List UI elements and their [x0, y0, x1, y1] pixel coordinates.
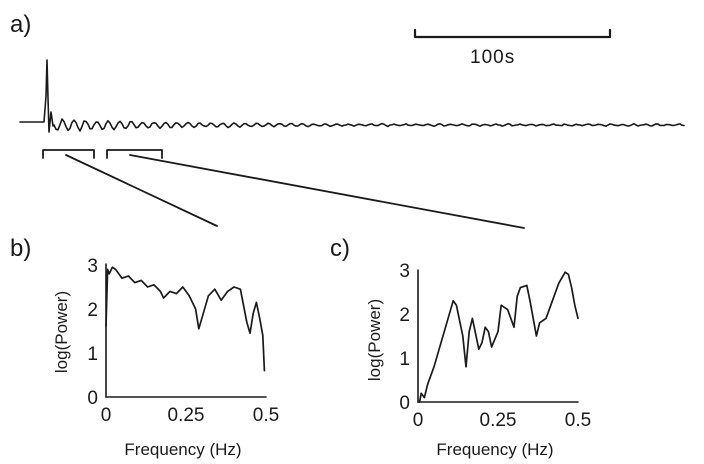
c-ytick-label: 2: [399, 305, 410, 326]
zoom-line-c: [129, 154, 525, 229]
time-scale-bar: [413, 28, 612, 39]
signal-trace: [19, 59, 685, 133]
c-xtick-label: 0.25: [480, 410, 517, 431]
b-ytick-label: 2: [87, 300, 98, 321]
segment-bracket-2: [106, 149, 163, 159]
segment-bracket-1: [42, 149, 95, 159]
b-xtick-label: 0.25: [168, 405, 205, 426]
zoom-line-b: [65, 154, 218, 227]
b-ytick-label: 3: [87, 256, 98, 277]
panel-b-label: b): [10, 235, 31, 262]
b-xtick-label: 0: [101, 405, 112, 426]
c-ytick-label: 3: [399, 261, 410, 282]
panel-a-label: a): [10, 11, 31, 38]
panel-b-ticks: 0 1 2 3 0 0.25 0.5: [87, 256, 279, 426]
panel-c: c) log(Power) Frequency (Hz) 0 1 2 3 0 0.25 0.…: [330, 235, 591, 459]
c-ytick-label: 1: [399, 349, 410, 370]
panel-b-axes: [105, 263, 267, 398]
panel-c-label: c): [330, 235, 350, 262]
panel-b: b) log(Power) Frequency (Hz) 0 1 2 3 0 0.25 0.…: [10, 235, 279, 459]
b-ytick-label: 0: [87, 388, 98, 409]
panel-c-ylabel: log(Power): [365, 299, 384, 381]
panel-b-xlabel: Frequency (Hz): [124, 440, 241, 459]
c-xtick-label: 0.5: [565, 410, 591, 431]
panel-b-ylabel: log(Power): [52, 291, 71, 373]
b-ytick-label: 1: [87, 344, 98, 365]
panel-c-xlabel: Frequency (Hz): [436, 440, 553, 459]
panel-c-ticks: 0 1 2 3 0 0.25 0.5: [399, 261, 591, 431]
panel-c-axes: [417, 269, 579, 403]
panel-b-spectrum-line: [105, 266, 266, 372]
b-xtick-label: 0.5: [253, 405, 279, 426]
time-scale-label: 100s: [470, 47, 515, 68]
panel-a: a) 100s: [10, 11, 685, 229]
c-xtick-label: 0: [413, 410, 424, 431]
panel-c-spectrum-line: [418, 271, 579, 403]
c-ytick-label: 0: [399, 393, 410, 414]
